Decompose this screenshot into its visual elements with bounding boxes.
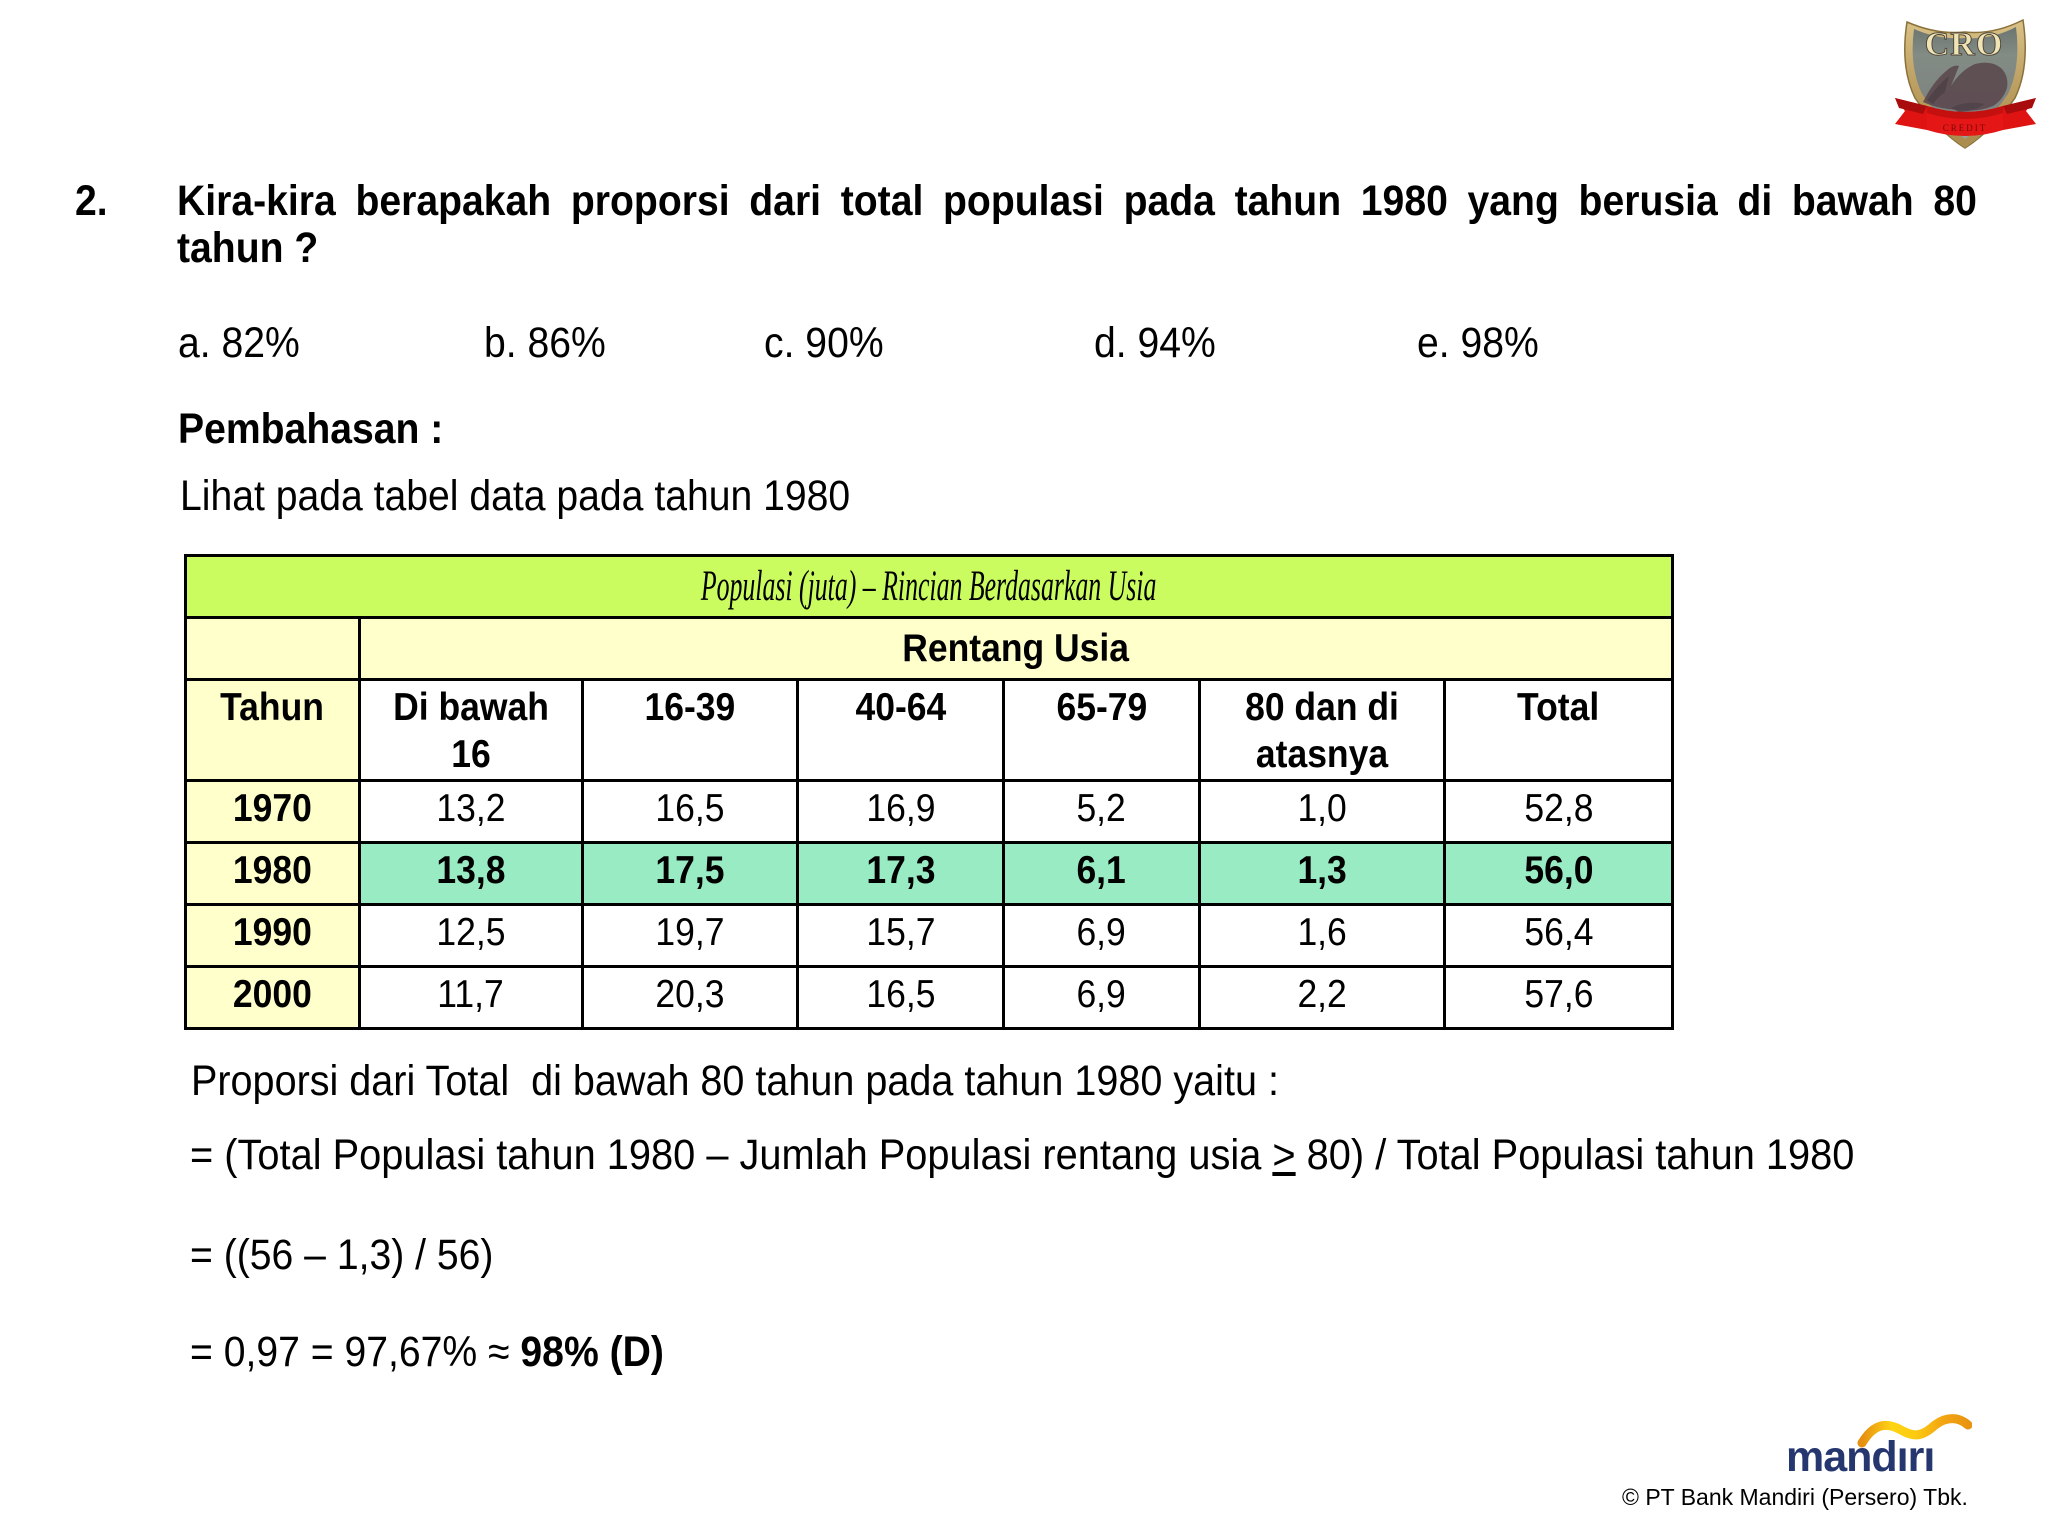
svg-text:CREDIT: CREDIT (1943, 123, 1988, 133)
svg-text:CRO: CRO (1925, 26, 2004, 63)
